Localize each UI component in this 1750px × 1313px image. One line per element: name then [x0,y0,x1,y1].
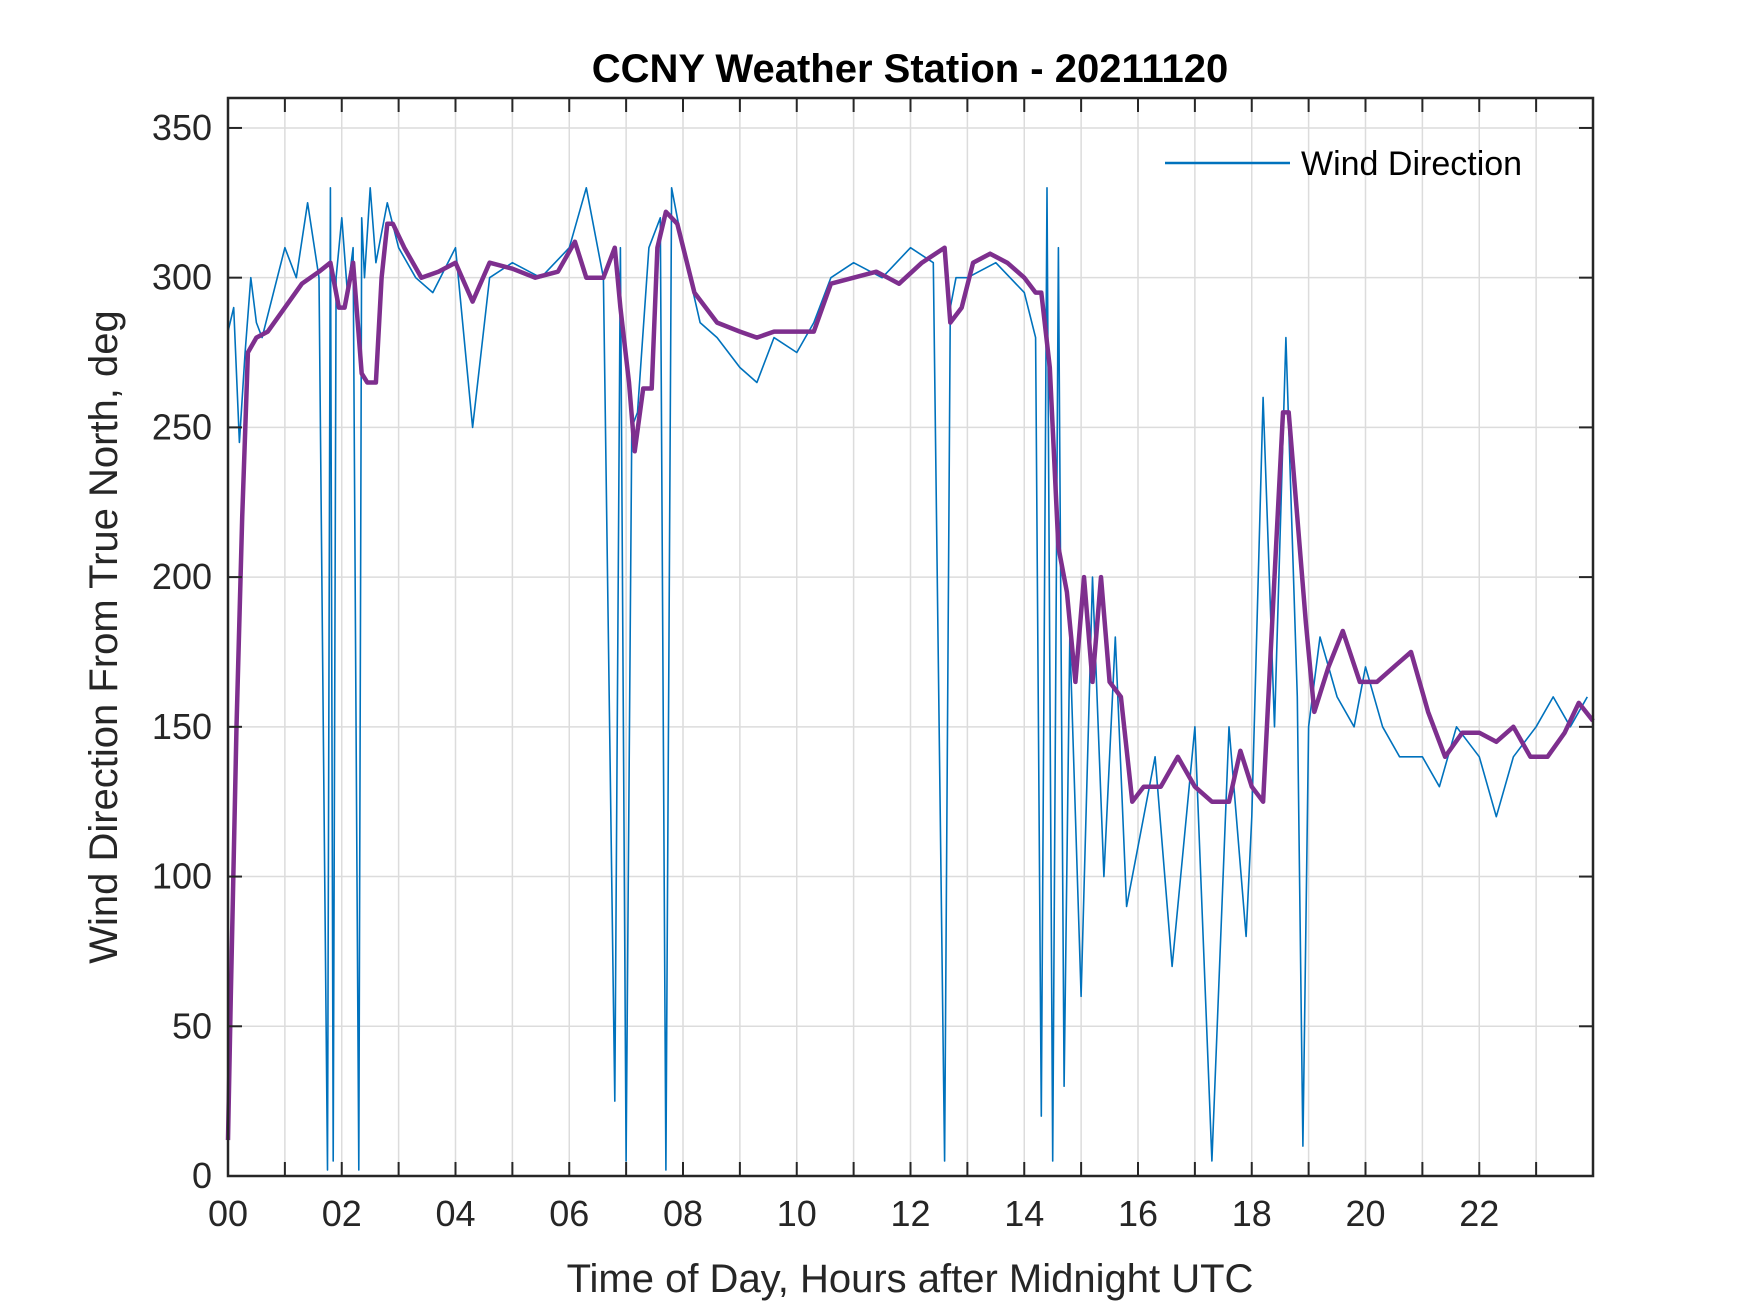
chart-title: CCNY Weather Station - 20211120 [592,47,1229,91]
y-tick-label: 0 [192,1155,212,1196]
series-line-running-average [225,209,1595,1141]
x-tick-label: 08 [663,1193,703,1234]
x-tick-label: 16 [1118,1193,1158,1234]
y-tick-label: 100 [152,856,212,897]
y-tick-label: 150 [152,706,212,747]
series-layer [225,187,1595,1171]
x-tick-label: 00 [208,1193,248,1234]
x-tick-label: 02 [322,1193,362,1234]
x-tick-label: 04 [435,1193,475,1234]
x-tick-label: 12 [890,1193,930,1234]
x-tick-label: 20 [1345,1193,1385,1234]
y-tick-label: 50 [172,1005,212,1046]
x-tick-label: 14 [1004,1193,1044,1234]
ticks-layer: 0 50 100 150 200 250 300 350 00 02 04 06 08 10 12 14 16 1… [152,98,1593,1234]
x-tick-label: 10 [777,1193,817,1234]
legend-label-wind-direction: Wind Direction [1301,145,1522,183]
y-tick-label: 200 [152,556,212,597]
x-tick-label: 06 [549,1193,589,1234]
legend: Wind Direction [1165,145,1522,183]
y-tick-label: 250 [152,406,212,447]
y-tick-label: 350 [152,107,212,148]
x-tick-label: 18 [1232,1193,1272,1234]
grid-lines [228,98,1593,1176]
x-tick-label: 22 [1459,1193,1499,1234]
x-axis-title: Time of Day, Hours after Midnight UTC [567,1257,1254,1301]
y-axis-title: Wind Direction From True North, deg [82,310,126,964]
y-tick-label: 300 [152,257,212,298]
